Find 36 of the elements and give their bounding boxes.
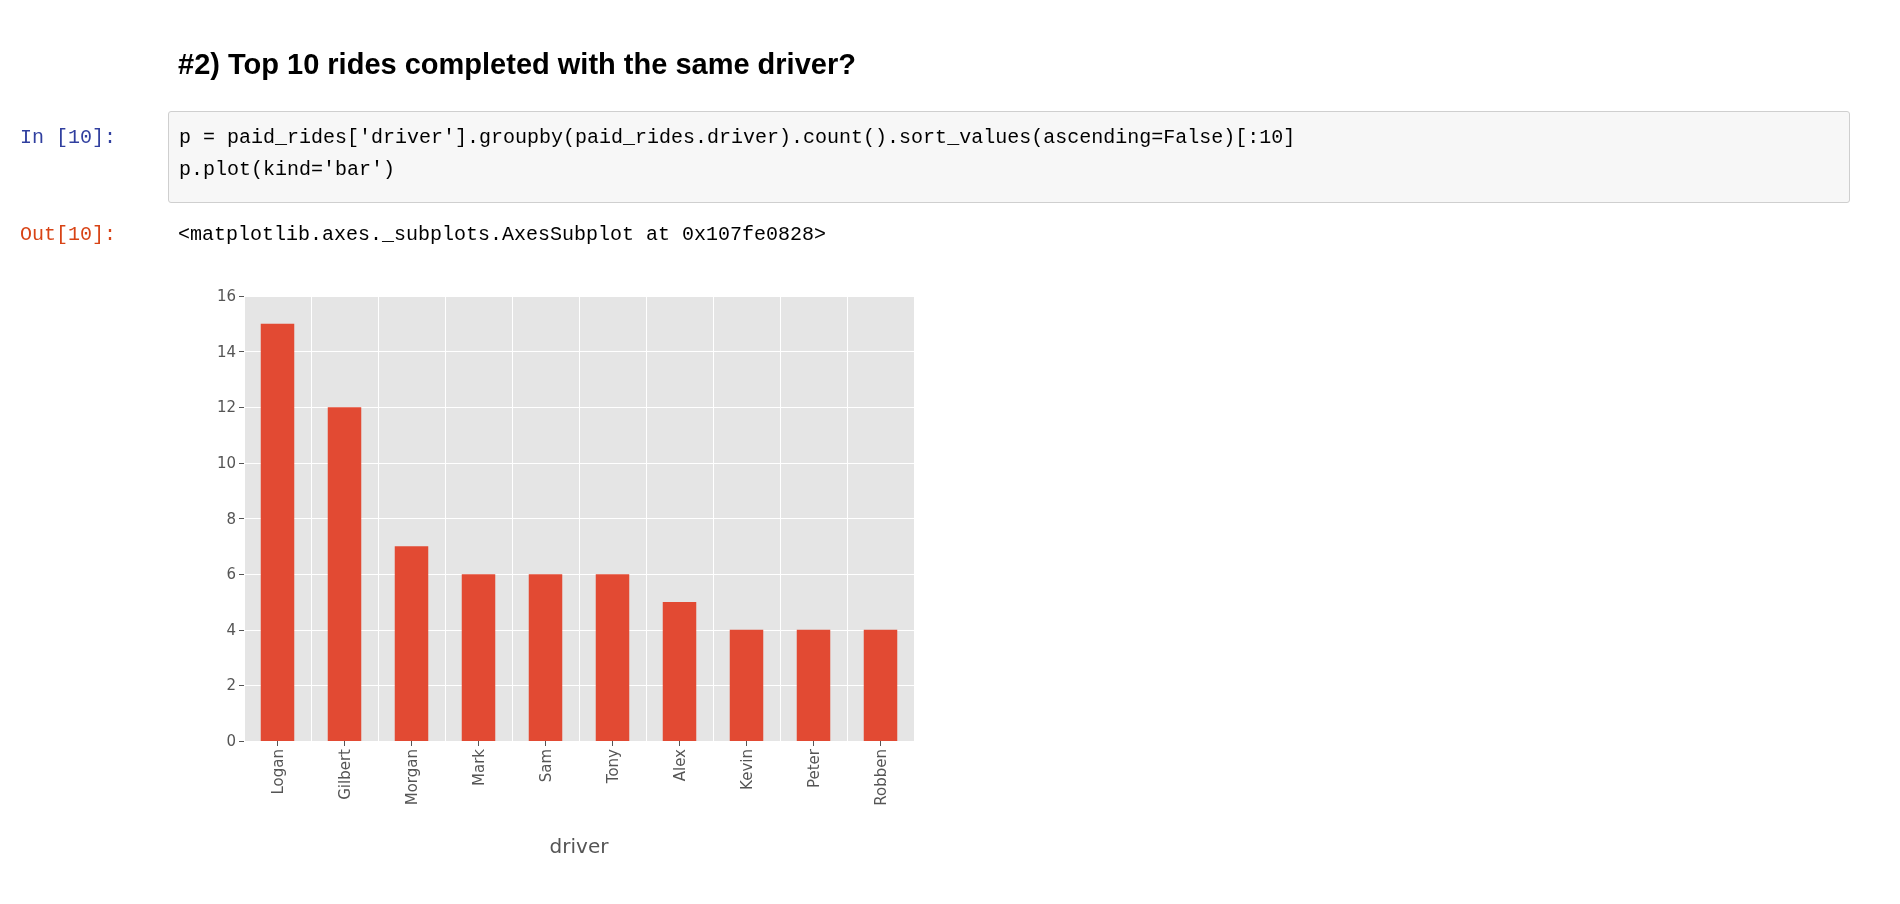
y-tick-label: 2 (226, 676, 236, 695)
bar (528, 574, 563, 741)
bar (260, 323, 295, 741)
y-tick-label: 8 (226, 509, 236, 528)
x-tick-label: Peter (804, 748, 823, 789)
x-tick-label: Morgan (402, 749, 421, 806)
bar (796, 629, 831, 741)
y-tick-label: 4 (226, 620, 236, 639)
y-tick-label: 10 (216, 453, 236, 472)
x-tick-label: Kevin (737, 749, 756, 790)
text: Out[10]: (20, 223, 117, 246)
x-tick-label: Alex (670, 748, 689, 782)
bar (729, 629, 764, 741)
y-tick-label: 12 (216, 398, 236, 417)
text: p = paid_rides['driver'].groupby(paid_rides.driver).count().sort_values(ascending=False)[:10] (179, 126, 1296, 149)
x-tick-label: Logan (268, 749, 287, 795)
chart-title: #2) Top 10 rides completed with the same driver? (178, 48, 856, 81)
x-tick-label: Tony (603, 748, 622, 785)
text: <matplotlib.axes._subplots.AxesSubplot at 0x107fe0828> (178, 223, 827, 246)
bar (595, 574, 630, 741)
x-tick-label: Gilbert (335, 748, 354, 800)
x-tick-label: Mark (469, 748, 488, 786)
x-tick-label: Sam (536, 749, 555, 783)
x-tick-label: Robben (871, 749, 890, 806)
text: In [10]: (20, 126, 117, 149)
bar (863, 629, 898, 741)
text: p.plot(kind='bar') (179, 158, 396, 181)
y-tick-label: 0 (226, 732, 236, 750)
bar (662, 601, 697, 741)
bar (327, 407, 362, 741)
bar (461, 574, 496, 741)
x-axis-title: driver (549, 834, 610, 858)
y-tick-label: 6 (226, 565, 236, 584)
bar (394, 546, 429, 741)
y-tick-label: 16 (216, 287, 236, 305)
y-tick-label: 14 (216, 342, 236, 361)
